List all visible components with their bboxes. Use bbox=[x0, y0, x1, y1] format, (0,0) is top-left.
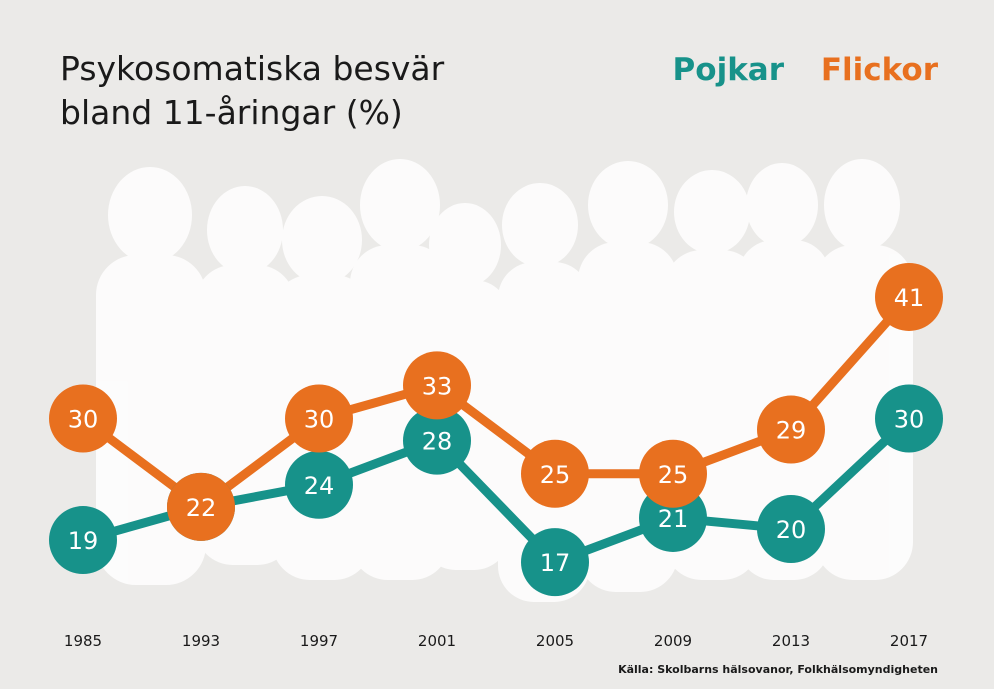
data-point-pojkar-1985: 19 bbox=[49, 506, 117, 575]
data-label-flickor-2017: 41 bbox=[894, 284, 925, 312]
chart-title: Psykosomatiska besvär bland 11-åringar (… bbox=[60, 47, 444, 135]
data-label-pojkar-1997: 24 bbox=[304, 472, 335, 500]
x-tick-label-1993: 1993 bbox=[182, 632, 220, 650]
data-point-pojkar-2001: 28 bbox=[403, 406, 471, 475]
marker-flickor-1985 bbox=[49, 384, 117, 453]
x-tick-label-1985: 1985 bbox=[64, 632, 102, 650]
data-point-flickor-2009: 25 bbox=[639, 439, 707, 508]
legend-entry-pojkar: Pojkar bbox=[672, 52, 785, 88]
data-label-pojkar-1985: 19 bbox=[68, 527, 99, 555]
marker-flickor-2013 bbox=[757, 395, 825, 464]
data-label-pojkar-2005: 17 bbox=[540, 549, 571, 577]
x-tick-label-2017: 2017 bbox=[890, 632, 928, 650]
marker-flickor-2005 bbox=[521, 439, 589, 508]
data-label-flickor-2001: 33 bbox=[422, 372, 453, 400]
data-label-pojkar-2013: 20 bbox=[776, 516, 807, 544]
x-tick-label-2005: 2005 bbox=[536, 632, 574, 650]
marker-pojkar-2001 bbox=[403, 406, 471, 475]
data-point-flickor-1993: 22 bbox=[167, 472, 235, 541]
marker-flickor-1993 bbox=[167, 472, 235, 541]
chart-title-line-2: bland 11-åringar (%) bbox=[60, 93, 403, 132]
data-point-flickor-2013: 29 bbox=[757, 395, 825, 464]
marker-pojkar-2017 bbox=[875, 384, 943, 453]
x-tick-label-2001: 2001 bbox=[418, 632, 456, 650]
x-tick-label-2013: 2013 bbox=[772, 632, 810, 650]
data-point-flickor-2005: 25 bbox=[521, 439, 589, 508]
data-label-pojkar-2009: 21 bbox=[658, 505, 689, 533]
marker-pojkar-2005 bbox=[521, 528, 589, 597]
chart-title-line-1: Psykosomatiska besvär bbox=[60, 49, 445, 88]
x-tick-label-1997: 1997 bbox=[300, 632, 338, 650]
marker-pojkar-1985 bbox=[49, 506, 117, 575]
data-label-pojkar-2017: 30 bbox=[894, 406, 925, 434]
marker-pojkar-2013 bbox=[757, 495, 825, 563]
data-point-flickor-2001: 33 bbox=[403, 351, 471, 420]
data-point-flickor-1985: 30 bbox=[49, 384, 117, 453]
data-label-flickor-1993: 22 bbox=[186, 494, 217, 522]
legend-entry-flickor: Flickor bbox=[820, 52, 938, 88]
data-label-flickor-2013: 29 bbox=[776, 417, 807, 445]
data-point-pojkar-1997: 24 bbox=[285, 450, 353, 519]
marker-flickor-2001 bbox=[403, 351, 471, 420]
data-label-pojkar-2001: 28 bbox=[422, 428, 453, 456]
legend: Pojkar Flickor bbox=[647, 50, 938, 90]
data-label-flickor-2005: 25 bbox=[540, 461, 571, 489]
source-note: Källa: Skolbarns hälsovanor, Folkhälsomy… bbox=[618, 663, 938, 676]
data-label-flickor-1997: 30 bbox=[304, 406, 335, 434]
data-label-flickor-2009: 25 bbox=[658, 461, 689, 489]
marker-flickor-2017 bbox=[875, 262, 943, 331]
marker-flickor-2009 bbox=[639, 439, 707, 508]
x-tick-label-2009: 2009 bbox=[654, 632, 692, 650]
data-point-flickor-1997: 30 bbox=[285, 384, 353, 453]
marker-flickor-1997 bbox=[285, 384, 353, 453]
data-point-pojkar-2017: 30 bbox=[875, 384, 943, 453]
data-point-flickor-2017: 41 bbox=[875, 262, 943, 331]
marker-pojkar-1997 bbox=[285, 450, 353, 519]
data-label-flickor-1985: 30 bbox=[68, 406, 99, 434]
data-point-pojkar-2013: 20 bbox=[757, 495, 825, 563]
data-point-pojkar-2005: 17 bbox=[521, 528, 589, 597]
